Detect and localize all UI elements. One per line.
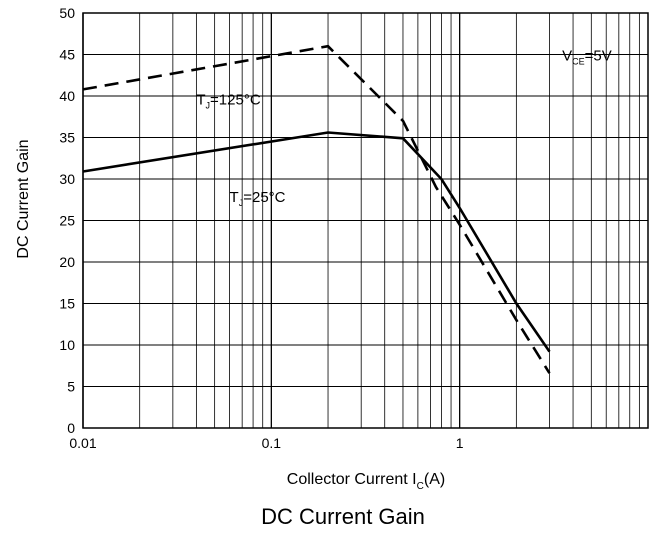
y-tick-label: 0 bbox=[67, 420, 75, 436]
y-tick-label: 5 bbox=[67, 379, 75, 395]
x-axis-title-main: Collector Current I bbox=[287, 471, 417, 488]
x-tick-labels: 0.01 0.1 1 bbox=[69, 435, 463, 451]
y-tick-label: 40 bbox=[59, 88, 75, 104]
x-tick-label: 0.1 bbox=[262, 435, 282, 451]
y-axis-title: DC Current Gain bbox=[15, 139, 32, 258]
ann-tj25-tail: =25°C bbox=[243, 189, 285, 206]
ann-tj125-sub: J bbox=[206, 100, 211, 110]
ann-vce-tail: =5V bbox=[585, 47, 612, 64]
chart-title: DC Current Gain bbox=[261, 504, 425, 529]
ann-tj125-tail: =125°C bbox=[210, 91, 261, 108]
y-tick-label: 10 bbox=[59, 337, 75, 353]
y-tick-label: 30 bbox=[59, 171, 75, 187]
y-tick-label: 35 bbox=[59, 130, 75, 146]
series-line-tj25 bbox=[82, 131, 551, 353]
ann-tj125-main: T bbox=[196, 91, 205, 108]
y-tick-label: 20 bbox=[59, 254, 75, 270]
x-tick-label: 1 bbox=[456, 435, 464, 451]
ann-tj25: TJ=25°C bbox=[230, 189, 286, 208]
grid bbox=[82, 12, 648, 429]
ann-vce: VCE=5V bbox=[562, 47, 612, 66]
ann-vce-sub: CE bbox=[572, 56, 585, 66]
series-group bbox=[82, 44, 551, 374]
x-axis-title-sub: C bbox=[417, 481, 424, 492]
y-tick-label: 15 bbox=[59, 296, 75, 312]
y-tick-label: 45 bbox=[59, 47, 75, 63]
ann-tj125: TJ=125°C bbox=[196, 91, 260, 110]
ann-tj25-sub: J bbox=[239, 198, 244, 208]
x-axis-title-tail: (A) bbox=[424, 471, 445, 488]
x-axis-title: Collector Current IC(A) bbox=[287, 471, 445, 492]
ann-vce-main: V bbox=[562, 47, 572, 64]
series-line-tj125 bbox=[82, 44, 551, 374]
y-tick-label: 50 bbox=[59, 5, 75, 21]
y-tick-labels: 0 5 10 15 20 25 30 35 40 45 50 bbox=[59, 5, 75, 436]
y-tick-label: 25 bbox=[59, 213, 75, 229]
x-tick-label: 0.01 bbox=[69, 435, 96, 451]
plot-frame bbox=[82, 12, 649, 429]
ann-tj25-main: T bbox=[230, 189, 239, 206]
